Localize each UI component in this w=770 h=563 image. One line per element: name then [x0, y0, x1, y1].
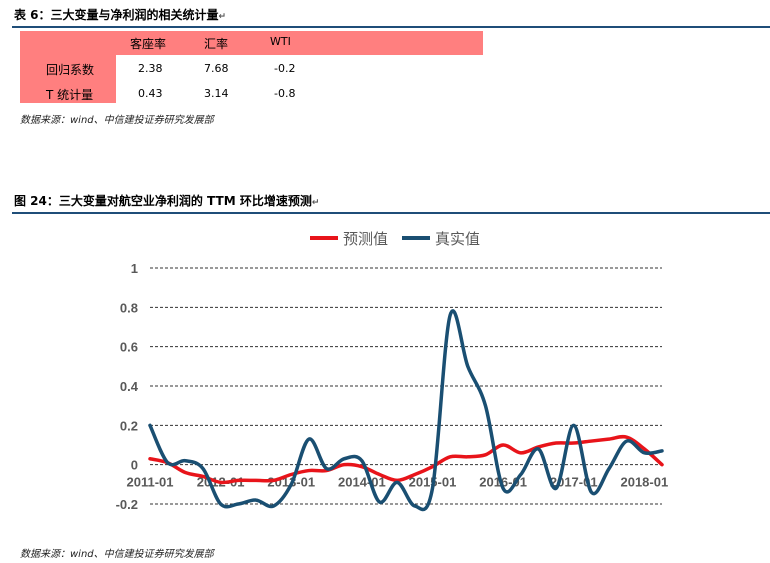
x-tick-label: 2018-01 [620, 475, 668, 490]
table-source: 数据来源：wind、中信建投证券研究发展部 [20, 115, 214, 126]
line-chart: 预测值 真实值 10.80.60.40.20-0.2 2011-01 2012-01… [116, 230, 669, 512]
header-row-background [20, 31, 483, 55]
chart-series [148, 309, 664, 512]
pilcrow-mark: ↵ [311, 198, 320, 208]
header-wti: WTI [270, 35, 291, 48]
row-label-coefficient: 回归系数 [46, 63, 95, 77]
cell-coef-load-factor: 2.38 [138, 62, 163, 75]
legend-label: 预测值 [343, 231, 388, 248]
y-tick-label: 0.8 [120, 300, 138, 315]
y-tick-label: 0.6 [120, 340, 138, 355]
x-tick-label: 2014-01 [338, 475, 386, 490]
cell-coef-wti: -0.2 [274, 62, 296, 75]
series-line-predicted [148, 434, 664, 485]
y-tick-label: 0.4 [120, 379, 139, 394]
figure-source: 数据来源：wind、中信建投证券研究发展部 [20, 549, 214, 560]
cell-tstat-load-factor: 0.43 [138, 87, 163, 100]
header-exchange-rate: 汇率 [204, 37, 229, 51]
y-tick-label: 1 [131, 261, 138, 276]
cell-coef-exchange-rate: 7.68 [204, 62, 229, 75]
cell-tstat-exchange-rate: 3.14 [204, 87, 229, 100]
legend-label: 真实值 [435, 230, 480, 248]
pilcrow-mark: ↵ [218, 12, 227, 22]
table-caption-rule [12, 26, 770, 28]
header-load-factor: 客座率 [130, 37, 167, 51]
row-label-background [20, 55, 116, 103]
x-tick-label: 2011-01 [127, 475, 174, 490]
y-tick-label: 0 [131, 458, 138, 473]
chart-legend: 预测值 真实值 [310, 230, 480, 248]
row-label-tstat: T 统计量 [46, 88, 94, 102]
table-caption: 表 6：三大变量与净利润的相关统计量 [14, 8, 219, 22]
series-line-actual [148, 309, 664, 512]
cell-tstat-wti: -0.8 [274, 87, 296, 100]
y-tick-label: -0.2 [116, 497, 138, 512]
y-tick-label: 0.2 [120, 418, 138, 433]
y-axis-ticks: 1 0.8 0.6 0.4 0.2 0 -0.2 [116, 261, 139, 512]
figure-caption-rule [12, 212, 770, 214]
figure-caption: 图 24：三大变量对航空业净利润的 TTM 环比增速预测 [14, 194, 312, 208]
